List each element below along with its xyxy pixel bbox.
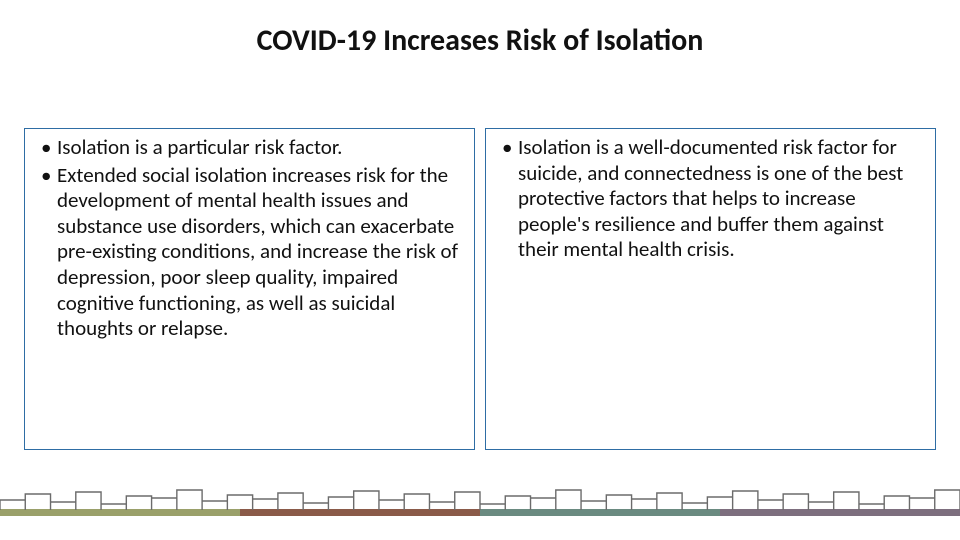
right-text-box: Isolation is a well-documented risk fact… [485, 128, 936, 450]
slide: COVID-19 Increases Risk of Isolation Iso… [0, 0, 960, 540]
left-bullet-list: Isolation is a particular risk factor.Ex… [39, 135, 460, 342]
bullet-item: Isolation is a well-documented risk fact… [500, 135, 921, 263]
bullet-item: Extended social isolation increases risk… [39, 163, 460, 342]
bullet-item: Isolation is a particular risk factor. [39, 135, 460, 161]
left-text-box: Isolation is a particular risk factor.Ex… [24, 128, 475, 450]
right-bullet-list: Isolation is a well-documented risk fact… [500, 135, 921, 263]
slide-title: COVID-19 Increases Risk of Isolation [0, 22, 960, 59]
skyline-icon [0, 488, 960, 512]
footer-band [0, 486, 960, 516]
columns-container: Isolation is a particular risk factor.Ex… [24, 128, 936, 450]
